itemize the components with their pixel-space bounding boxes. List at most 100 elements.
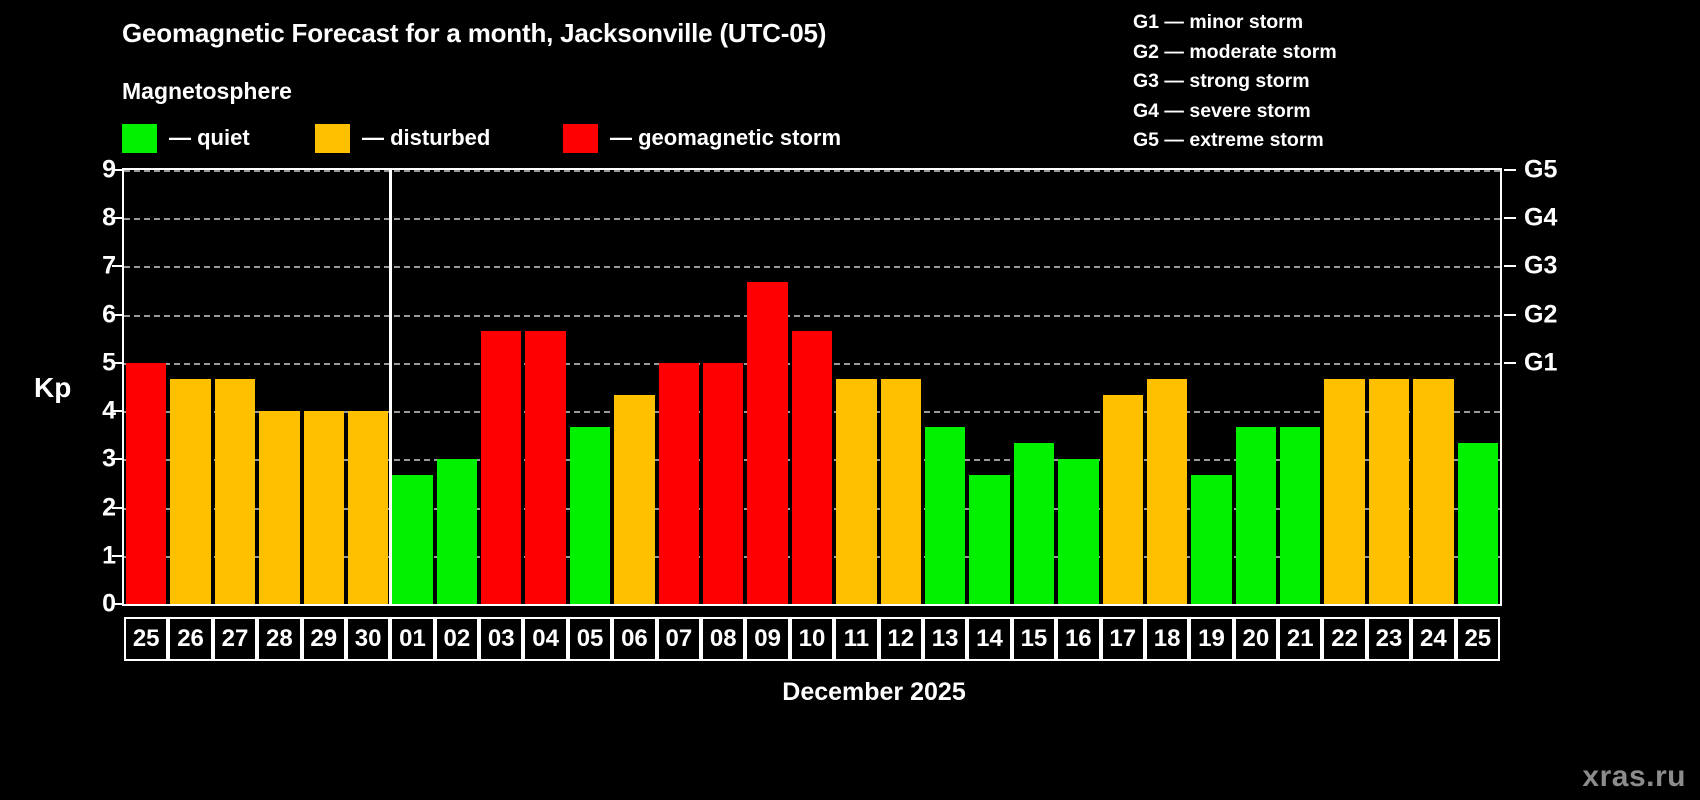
bar-02 <box>436 459 478 604</box>
day-label-21: 16 <box>1056 617 1101 661</box>
bar-22 <box>1324 378 1365 604</box>
day-label-17: 12 <box>878 617 923 661</box>
bar-29 <box>303 411 344 604</box>
g-scale-axis: G1 G2 G3 G4 G5 <box>1504 156 1584 606</box>
day-label-1: 26 <box>168 617 213 661</box>
bar-25 <box>126 362 167 604</box>
g-tick-label-g3: G3 <box>1524 251 1558 280</box>
y-tick-mark <box>112 506 122 509</box>
g-tick-label-g1: G1 <box>1524 348 1558 377</box>
quiet-color-swatch-icon <box>122 123 157 153</box>
bar-14 <box>969 475 1010 604</box>
g-scale-legend: G1 — minor storm G2 — moderate storm G3 … <box>1133 8 1337 156</box>
g-tick-mark <box>1504 361 1516 364</box>
g-tick-label-g5: G5 <box>1524 155 1558 184</box>
g-tick-mark <box>1504 169 1516 171</box>
y-tick-mark <box>112 554 122 557</box>
y-axis-label: Kp <box>34 372 72 403</box>
y-tick-label: 8 <box>102 203 116 232</box>
day-label-29: 24 <box>1411 617 1456 661</box>
y-tick-mark <box>112 458 122 461</box>
legend-label-disturbed: — disturbed <box>362 125 491 150</box>
day-label-24: 19 <box>1189 617 1234 661</box>
day-label-10: 05 <box>567 617 613 661</box>
bar-15 <box>1013 443 1055 604</box>
day-label-30: 25 <box>1455 617 1500 661</box>
bar-17 <box>1102 395 1143 604</box>
legend-item-quiet: — quiet <box>122 122 250 154</box>
g-legend-row: G4 — severe storm <box>1133 99 1311 122</box>
bar-19 <box>1191 475 1232 604</box>
y-tick-label: 9 <box>102 155 116 184</box>
day-label-13: 08 <box>701 617 746 661</box>
bar-21 <box>1280 427 1321 604</box>
g-legend-row: G3 — strong storm <box>1133 70 1310 92</box>
g-tick-mark <box>1504 313 1516 316</box>
day-label-22: 17 <box>1100 617 1145 661</box>
storm-color-swatch-icon <box>563 123 598 153</box>
g-tick-label-g2: G2 <box>1524 300 1558 329</box>
bar-01 <box>392 475 433 604</box>
bar-12 <box>880 378 921 604</box>
y-tick-mark <box>112 410 122 413</box>
forecast-divider <box>388 170 392 604</box>
page-title: Geomagnetic Forecast for a month, Jackso… <box>122 18 827 48</box>
bar-08 <box>703 362 744 604</box>
disturbed-color-swatch-icon <box>315 123 350 153</box>
day-label-14: 09 <box>745 617 790 661</box>
bar-26 <box>170 378 211 604</box>
day-label-9: 04 <box>523 617 568 661</box>
day-label-15: 10 <box>789 617 835 661</box>
bar-04 <box>525 330 566 604</box>
day-label-25: 20 <box>1233 617 1279 661</box>
x-axis-title: December 2025 <box>782 678 966 706</box>
day-label-28: 23 <box>1366 617 1412 661</box>
bar-23 <box>1368 378 1410 604</box>
day-label-7: 02 <box>434 617 480 661</box>
y-tick-label: 1 <box>102 541 116 570</box>
day-label-16: 11 <box>834 617 879 661</box>
day-label-3: 28 <box>257 617 302 661</box>
legend-label-quiet: — quiet <box>169 125 250 150</box>
bar-11 <box>836 378 877 604</box>
watermark: xras.ru <box>1582 760 1686 793</box>
x-axis-day-labels: 25 26 27 28 29 30 01 02 03 04 05 06 07 08 09 10 11 12 13 14… <box>122 617 1502 661</box>
chart-subtitle: Magnetosphere <box>122 78 292 104</box>
bar-07 <box>658 362 700 604</box>
day-label-8: 03 <box>479 617 524 661</box>
day-label-0: 25 <box>124 617 169 661</box>
g-legend-row: G2 — moderate storm <box>1133 40 1337 63</box>
g-tick-mark <box>1504 217 1516 220</box>
bar-27 <box>214 378 256 604</box>
y-tick-label: 2 <box>102 493 116 522</box>
bar-09 <box>747 282 788 604</box>
y-axis-tick-labels: 0 1 2 3 4 5 6 7 8 9 <box>60 156 116 618</box>
day-label-26: 21 <box>1278 617 1323 661</box>
bar-03 <box>481 330 522 604</box>
day-label-11: 06 <box>612 617 657 661</box>
bar-24 <box>1413 378 1454 604</box>
y-axis-tick-marks <box>112 168 124 606</box>
bar-25 <box>1457 443 1498 604</box>
day-label-19: 14 <box>967 617 1012 661</box>
day-label-4: 29 <box>301 617 346 661</box>
plot-area <box>122 168 1502 606</box>
legend-item-disturbed: — disturbed <box>315 122 490 154</box>
bar-13 <box>924 427 966 604</box>
day-label-5: 30 <box>345 617 391 661</box>
y-tick-label: 3 <box>102 444 116 473</box>
y-tick-mark <box>112 361 122 364</box>
y-tick-label: 6 <box>102 300 116 329</box>
gridline <box>124 170 1500 172</box>
legend-label-storm: — geomagnetic storm <box>610 125 842 150</box>
bar-06 <box>614 395 655 604</box>
day-label-12: 07 <box>656 617 702 661</box>
day-label-2: 27 <box>212 617 258 661</box>
y-tick-mark <box>112 217 122 220</box>
bar-18 <box>1146 378 1188 604</box>
bar-series <box>124 170 1500 604</box>
y-tick-label: 4 <box>102 396 116 425</box>
g-legend-row: G5 — extreme storm <box>1133 129 1324 151</box>
y-tick-mark <box>112 313 122 316</box>
